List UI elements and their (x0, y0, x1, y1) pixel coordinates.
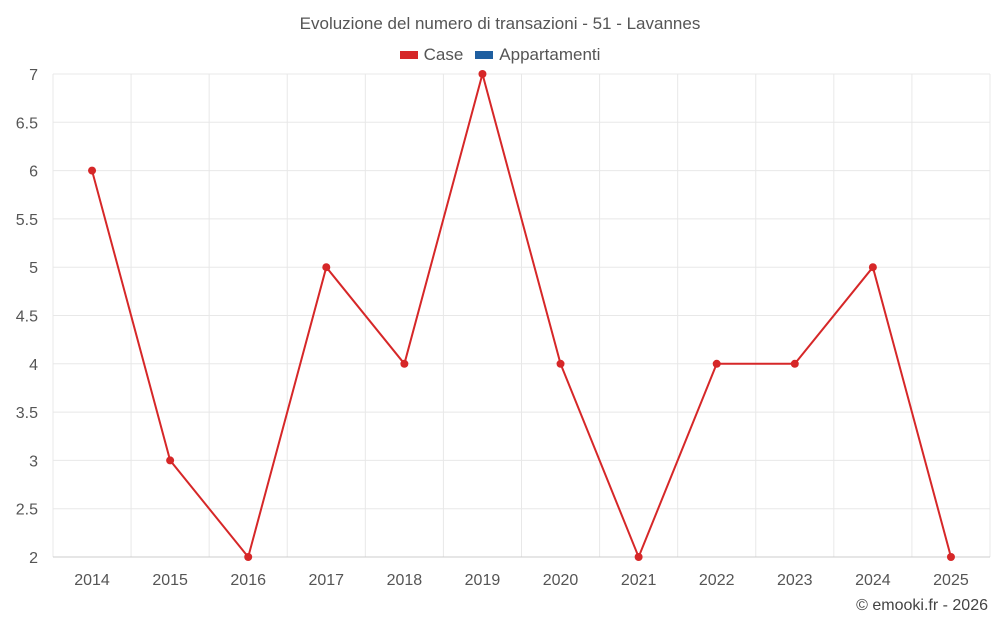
y-tick-label: 5.5 (16, 212, 38, 229)
data-point (244, 553, 253, 561)
data-point (790, 359, 799, 368)
legend: Case Appartamenti (0, 45, 1000, 65)
legend-item-case[interactable]: Case (399, 45, 464, 65)
chart-title: Evoluzione del numero di transazioni - 5… (299, 14, 701, 33)
x-tick-label: 2015 (152, 572, 188, 589)
data-point (166, 456, 175, 465)
credit-text: © emooki.fr - 2026 (856, 597, 988, 614)
y-tick-label: 5 (29, 260, 38, 277)
x-tick-label: 2014 (74, 572, 110, 589)
data-point (478, 70, 487, 78)
y-tick-label: 4 (29, 357, 38, 374)
x-tick-label: 2016 (230, 572, 266, 589)
y-tick-label: 7 (29, 67, 38, 84)
x-tick-label: 2021 (621, 572, 657, 589)
x-tick-label: 2022 (699, 572, 735, 589)
x-tick-label: 2020 (543, 572, 579, 589)
series-line-case (91, 70, 952, 560)
y-tick-label: 3.5 (16, 405, 38, 422)
y-tick-label: 3 (29, 453, 38, 470)
y-tick-label: 4.5 (16, 309, 38, 326)
legend-swatch-appartamenti (475, 51, 494, 59)
data-point (634, 553, 643, 561)
x-tick-label: 2025 (933, 572, 969, 589)
legend-label-case: Case (423, 45, 464, 64)
data-point (322, 263, 331, 272)
legend-swatch-case (399, 51, 418, 59)
legend-item-appartamenti[interactable]: Appartamenti (475, 45, 600, 65)
data-point (868, 263, 877, 272)
x-tick-label: 2024 (855, 572, 891, 589)
data-point (946, 553, 955, 561)
y-tick-label: 2.5 (16, 502, 38, 519)
data-point (556, 359, 565, 368)
y-tick-label: 6.5 (16, 115, 38, 132)
y-tick-label: 2 (29, 550, 38, 567)
x-tick-label: 2018 (387, 572, 423, 589)
x-tick-label: 2023 (777, 572, 813, 589)
data-point (88, 166, 97, 175)
legend-label-appartamenti: Appartamenti (499, 45, 601, 64)
data-point (712, 359, 721, 368)
y-tick-label: 6 (29, 164, 38, 181)
data-point (400, 359, 409, 368)
x-tick-label: 2019 (465, 572, 501, 589)
x-tick-label: 2017 (308, 572, 344, 589)
